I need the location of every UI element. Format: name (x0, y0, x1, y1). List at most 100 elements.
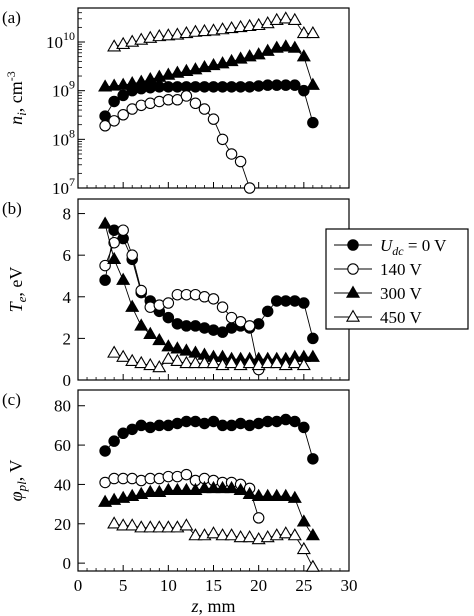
legend-marker (347, 239, 359, 251)
y-tick-label: 0 (63, 371, 72, 390)
data-point (107, 251, 122, 265)
data-point (307, 116, 319, 129)
data-point (305, 528, 320, 541)
data-point (188, 528, 203, 541)
data-point (117, 109, 129, 121)
legend-label: 450 V (380, 308, 422, 327)
data-point (206, 355, 221, 369)
data-point (242, 355, 257, 369)
data-point (125, 518, 140, 531)
data-point (98, 216, 113, 229)
data-point (251, 488, 266, 501)
data-point (215, 480, 230, 494)
data-point (305, 77, 320, 90)
data-point (242, 530, 257, 543)
y-tick-label: 2 (63, 329, 72, 348)
y-axis-label: φpl, V (6, 460, 29, 502)
y-tick-label: 1010 (46, 29, 75, 52)
data-point (269, 40, 284, 53)
panel-b: 0 2 4 6 8 (b) Te, eV (2, 198, 350, 390)
x-tick-label: 5 (119, 576, 128, 595)
data-point (242, 486, 257, 499)
x-tick-label: 10 (160, 576, 177, 595)
data-point (296, 514, 311, 527)
data-point (117, 224, 129, 236)
x-tick-label: 0 (74, 576, 83, 595)
data-point (269, 355, 284, 369)
series-filled-triangle (98, 39, 320, 92)
panel-a: 107 108 109 1010 (a) ni, cm-3 (2, 7, 350, 198)
data-point (179, 518, 194, 531)
data-point (152, 28, 167, 42)
data-point (161, 351, 176, 364)
data-point (216, 301, 229, 313)
data-point (278, 39, 293, 52)
y-tick-label: 80 (54, 397, 71, 416)
data-point (108, 95, 120, 108)
data-point (287, 528, 302, 541)
series-filled-circle (99, 224, 319, 345)
legend-marker (347, 263, 359, 275)
data-point (289, 79, 301, 91)
data-point (296, 49, 311, 62)
data-point (215, 22, 230, 35)
data-point (152, 360, 167, 373)
y-tick-label: 108 (52, 126, 75, 149)
data-point (143, 520, 158, 533)
data-point (189, 97, 202, 110)
series-open-triangle (107, 516, 320, 572)
x-tick-label: 25 (295, 576, 312, 595)
data-point (162, 297, 175, 309)
data-point (179, 482, 194, 496)
series-line (104, 229, 314, 339)
series-open-circle (99, 468, 265, 524)
data-point (233, 482, 248, 496)
data-point (116, 518, 131, 531)
data-point (99, 445, 111, 457)
data-point (125, 353, 140, 366)
data-point (198, 103, 211, 115)
data-point (216, 133, 229, 146)
data-point (99, 120, 111, 132)
legend-entry: 450 V (334, 308, 422, 327)
data-point (287, 40, 302, 53)
data-point (143, 326, 158, 339)
data-point (108, 115, 120, 127)
y-axis-label: ni, cm-3 (4, 71, 29, 125)
y-tick-label: 20 (54, 515, 71, 534)
data-point (162, 311, 175, 324)
data-point (287, 490, 302, 503)
series-open-triangle (107, 345, 311, 373)
data-point (179, 343, 194, 356)
data-point (188, 24, 203, 37)
data-point (107, 78, 122, 91)
data-point (278, 11, 293, 24)
y-tick-label: 6 (63, 246, 72, 265)
data-point (170, 341, 185, 354)
data-point (197, 480, 212, 494)
y-tick-label: 8 (63, 205, 72, 224)
legend-marker (345, 309, 361, 322)
data-point (289, 415, 301, 428)
data-point (224, 528, 239, 541)
data-point (170, 353, 185, 366)
series-open-circle (99, 224, 265, 376)
data-point (225, 148, 238, 160)
data-point (242, 18, 257, 32)
data-point (180, 468, 193, 481)
data-point (116, 349, 131, 362)
data-point (298, 297, 310, 309)
data-point (278, 526, 293, 539)
data-point (180, 90, 193, 102)
legend-label: 300 V (380, 284, 422, 303)
y-tick-label: 0 (63, 554, 72, 573)
y-tick-label: 107 (52, 175, 75, 198)
x-axis-label: z, mm (190, 596, 235, 616)
data-point (125, 299, 140, 312)
data-point (161, 339, 176, 352)
data-point (234, 155, 247, 168)
data-point (296, 357, 311, 371)
data-point (107, 516, 122, 529)
legend: Udc = 0 V 140 V 300 V 450 V (325, 228, 469, 330)
